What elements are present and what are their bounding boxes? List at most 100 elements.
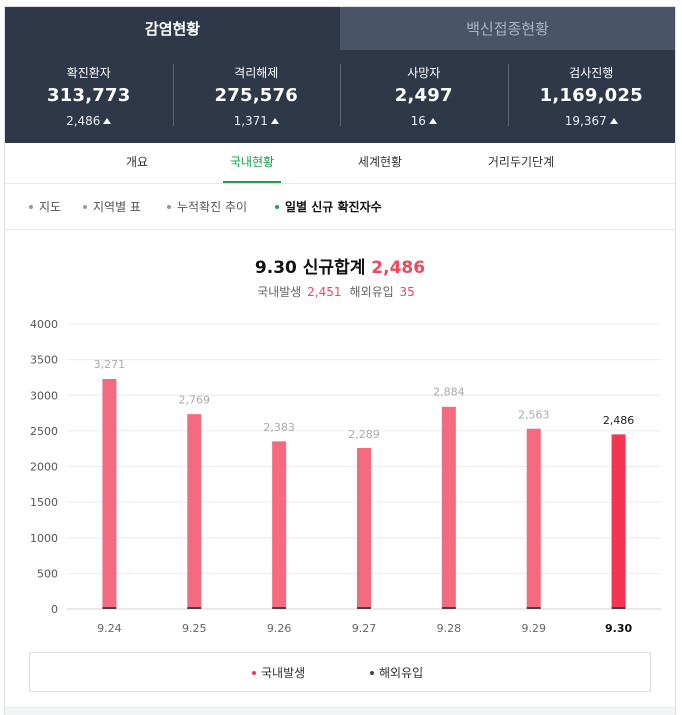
stat-label: 검사진행: [569, 66, 614, 80]
bar-overseas: [441, 607, 456, 609]
y-tick-label: 3500: [30, 354, 58, 367]
stat-delta-value: 1,371: [233, 114, 268, 128]
bar-overseas: [187, 607, 202, 609]
filter-label: 일별 신규 확진자수: [285, 200, 382, 214]
y-tick-label: 500: [37, 567, 58, 580]
up-arrow-icon: [428, 118, 437, 124]
bar-overseas: [526, 607, 541, 609]
bar-value-label: 2,486: [603, 414, 635, 427]
filter-label: 지역별 표: [93, 200, 141, 214]
bar-domestic: [187, 414, 202, 607]
tab-overview[interactable]: 개요: [125, 155, 149, 169]
bar-value-label: 2,563: [518, 408, 550, 421]
bar-domestic: [357, 447, 371, 607]
tab-infection-status[interactable]: 감염현황: [5, 7, 340, 50]
tab-domestic[interactable]: 국내현황: [223, 143, 281, 183]
overseas-label: 해외유입: [349, 285, 394, 299]
stat-label: 확진환자: [66, 66, 111, 80]
y-tick-label: 2500: [30, 425, 58, 438]
sub-tab-bar: 개요 국내현황 세계현황 거리두기단계: [5, 143, 675, 184]
filter-map[interactable]: 지도: [29, 198, 61, 215]
x-tick-label: 9.27: [352, 622, 377, 635]
covid-status-panel: 감염현황 백신접종현황 확진환자 313,773 2,486 격리해제 275,…: [4, 6, 676, 715]
stats-summary: 확진환자 313,773 2,486 격리해제 275,576 1,371 사망…: [5, 50, 675, 143]
bullet-icon: [167, 204, 171, 209]
stat-testing: 검사진행 1,169,025 19,367: [507, 50, 676, 143]
x-tick-label: 9.26: [267, 622, 292, 635]
bar-value-label: 2,383: [263, 421, 295, 434]
stat-confirmed: 확진환자 313,773 2,486: [5, 50, 173, 143]
stat-label: 격리해제: [234, 66, 279, 80]
bar-value-label: 2,289: [348, 428, 380, 441]
up-arrow-icon: [270, 118, 279, 124]
filter-daily-new-cases[interactable]: 일별 신규 확진자수: [275, 198, 382, 215]
chart-title: 9.30 신규합계 2,486: [5, 253, 675, 278]
filter-bar: 지도 지역별 표 누적확진 추이 일별 신규 확진자수: [5, 184, 675, 230]
bar-domestic: [102, 379, 117, 607]
daily-cases-chart: 0 500 1000 1500 2000 2500 3000 3500 4000 3,271 9.2…: [30, 318, 661, 635]
legend-dot-icon: [252, 670, 256, 675]
overseas-value: 35: [399, 285, 415, 299]
stat-label: 사망자: [407, 66, 441, 80]
y-tick-label: 3000: [30, 389, 58, 402]
stat-delta-value: 19,367: [564, 114, 607, 128]
y-tick-label: 2000: [30, 461, 58, 474]
up-arrow-icon: [103, 118, 112, 124]
stat-value: 2,497: [394, 85, 453, 106]
legend-label: 국내발생: [261, 666, 306, 680]
stat-delta: 19,367: [508, 113, 676, 129]
domestic-label: 국내발생: [257, 285, 302, 299]
stat-delta: 2,486: [5, 113, 173, 129]
bar-domestic: [441, 406, 456, 607]
tab-vaccination-status[interactable]: 백신접종현황: [340, 7, 675, 50]
y-tick-label: 1000: [30, 532, 58, 545]
bar-overseas: [611, 607, 626, 609]
bullet-icon: [83, 204, 87, 209]
x-tick-label: 9.29: [521, 622, 546, 635]
legend-dot-icon: [370, 670, 374, 675]
legend-label: 해외유입: [379, 666, 424, 680]
bar-value-label: 3,271: [94, 358, 126, 371]
y-tick-label: 4000: [30, 318, 58, 331]
bar-value-label: 2,769: [179, 394, 211, 407]
chart-subtitle: 국내발생 2,451 해외유입 35: [5, 283, 675, 300]
filter-label: 지도: [39, 200, 62, 214]
x-tick-label: 9.28: [437, 622, 462, 635]
stat-released: 격리해제 275,576 1,371: [172, 50, 341, 143]
stat-deaths: 사망자 2,497 16: [340, 50, 508, 143]
bullet-icon: [29, 204, 33, 209]
bar-domestic: [272, 441, 287, 607]
bar-overseas: [357, 607, 371, 609]
legend-domestic[interactable]: 국내발생: [252, 664, 305, 681]
y-tick-label: 1500: [30, 496, 58, 509]
tab-distancing-level[interactable]: 거리두기단계: [487, 155, 555, 169]
bar-domestic: [526, 428, 541, 607]
filter-cumulative-trend[interactable]: 누적확진 추이: [167, 198, 247, 215]
chart-legend: 국내발생 해외유입: [29, 652, 651, 692]
stat-value: 313,773: [47, 85, 131, 106]
x-tick-label: 9.25: [182, 622, 207, 635]
bullet-icon: [275, 204, 279, 209]
stat-delta-value: 2,486: [66, 114, 101, 128]
bar-value-label: 2,884: [433, 386, 465, 399]
top-tab-bar: 감염현황 백신접종현황: [5, 7, 675, 50]
stat-value: 275,576: [214, 85, 298, 106]
up-arrow-icon: [609, 118, 618, 124]
legend-overseas[interactable]: 해외유입: [370, 664, 423, 681]
stat-delta-value: 16: [410, 114, 426, 128]
x-tick-label: 9.30: [605, 622, 632, 635]
stat-delta: 16: [340, 113, 508, 129]
bar-domestic: [611, 434, 626, 607]
stat-delta: 1,371: [173, 113, 341, 129]
tab-world[interactable]: 세계현황: [357, 155, 403, 169]
bottom-divider: [5, 707, 675, 715]
bar-overseas: [102, 607, 117, 609]
stat-value: 1,169,025: [539, 85, 643, 106]
chart-title-total: 2,486: [371, 258, 426, 278]
filter-region-table[interactable]: 지역별 표: [83, 198, 141, 215]
domestic-value: 2,451: [307, 285, 342, 299]
x-tick-label: 9.24: [97, 622, 122, 635]
chart-title-text: 9.30 신규합계: [254, 258, 366, 278]
y-tick-label: 0: [51, 603, 58, 616]
bar-overseas: [272, 607, 287, 609]
